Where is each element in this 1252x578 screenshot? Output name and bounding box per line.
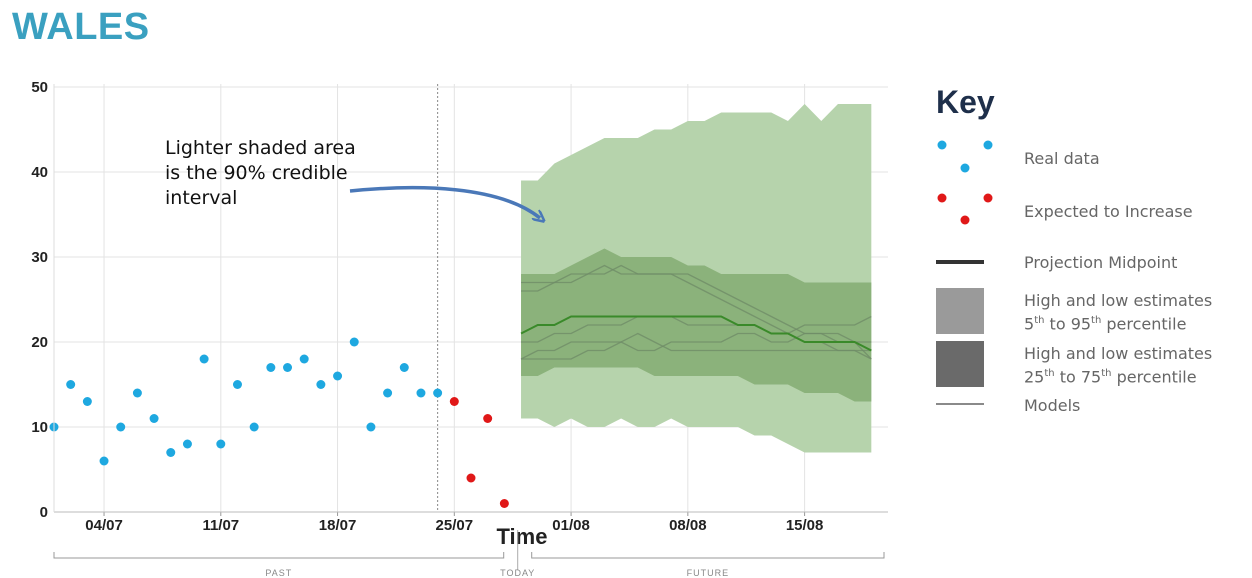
real-data-point — [383, 388, 393, 398]
x-tick-label: 18/07 — [319, 517, 357, 534]
real-data-point — [182, 439, 192, 449]
axes: 0 10 20 30 40 50 04/07 11/07 18/07 25/07 01/08 08/0… — [31, 79, 888, 578]
y-tick-label: 50 — [31, 79, 48, 96]
real-data-point — [149, 414, 159, 423]
x-axis-label: Time — [497, 524, 548, 549]
legend-title: Key — [936, 84, 995, 120]
midpoint-key-icon — [936, 260, 984, 264]
y-tick-label: 30 — [31, 249, 48, 266]
real-data-point — [366, 422, 376, 432]
legend-light-band: High and low estimates 5th to 95th perce… — [1024, 291, 1213, 334]
real-data-point — [249, 422, 259, 432]
annotation-text: Lighter shaded area is the 90% credible … — [165, 137, 356, 209]
real-data-point — [283, 363, 293, 372]
expected-key-icon — [937, 193, 993, 225]
legend-real-data: Real data — [1024, 149, 1100, 168]
real-data-key-icon — [937, 140, 993, 173]
x-tick-label: 11/07 — [202, 517, 239, 534]
x-tick-label: 15/08 — [786, 517, 824, 534]
model-line — [521, 264, 872, 360]
real-data-point — [349, 337, 359, 347]
expected-increase-point — [466, 473, 476, 483]
expected-increase-point — [483, 414, 493, 423]
future-bracket — [531, 552, 885, 559]
legend-expected: Expected to Increase — [1024, 202, 1193, 221]
dark-band-key-swatch — [936, 341, 984, 387]
today-label: TODAY — [500, 568, 535, 578]
y-tick-label: 0 — [40, 504, 48, 521]
models-key-icon — [936, 403, 984, 405]
real-data-point — [166, 448, 176, 457]
data-points — [49, 337, 509, 508]
past-bracket — [53, 552, 505, 559]
expected-increase-point — [449, 397, 459, 406]
real-data-point — [116, 422, 126, 432]
real-data-point — [99, 456, 109, 466]
x-tick-label: 04/07 — [85, 517, 123, 534]
model-line — [520, 332, 872, 360]
real-data-point — [82, 397, 92, 406]
real-data-point — [66, 380, 76, 389]
legend-midpoint: Projection Midpoint — [1024, 253, 1178, 272]
real-data-point — [416, 388, 426, 398]
real-data-point — [299, 354, 309, 364]
light-band-key-swatch — [936, 288, 984, 334]
model-line — [521, 315, 872, 343]
real-data-point — [316, 380, 326, 389]
y-tick-label: 10 — [31, 419, 48, 436]
x-tick-label: 08/08 — [669, 517, 707, 534]
real-data-point — [199, 354, 209, 364]
past-label: PAST — [265, 568, 292, 578]
real-data-point — [333, 371, 343, 381]
x-tick-label: 01/08 — [552, 517, 590, 534]
real-data-point — [266, 363, 276, 372]
real-data-point — [433, 388, 443, 398]
y-tick-label: 40 — [31, 164, 48, 181]
y-tick-label: 20 — [31, 334, 48, 351]
expected-increase-point — [499, 499, 509, 508]
real-data-point — [399, 363, 409, 372]
chart-title: WALES — [12, 6, 150, 48]
legend-dark-band: High and low estimates 25th to 75th perc… — [1024, 344, 1213, 387]
real-data-point — [216, 439, 226, 449]
legend-models: Models — [1024, 396, 1081, 415]
chart-svg: 0 10 20 30 40 50 04/07 11/07 18/07 25/07 01/08 08/0… — [31, 79, 888, 578]
annotation-arrow — [349, 185, 540, 218]
real-data-point — [132, 388, 142, 398]
projection-midpoint-line — [520, 315, 872, 352]
future-label: FUTURE — [687, 568, 730, 578]
real-data-point — [232, 380, 242, 389]
projection-lines — [520, 264, 872, 360]
x-tick-label: 25/07 — [436, 517, 474, 534]
